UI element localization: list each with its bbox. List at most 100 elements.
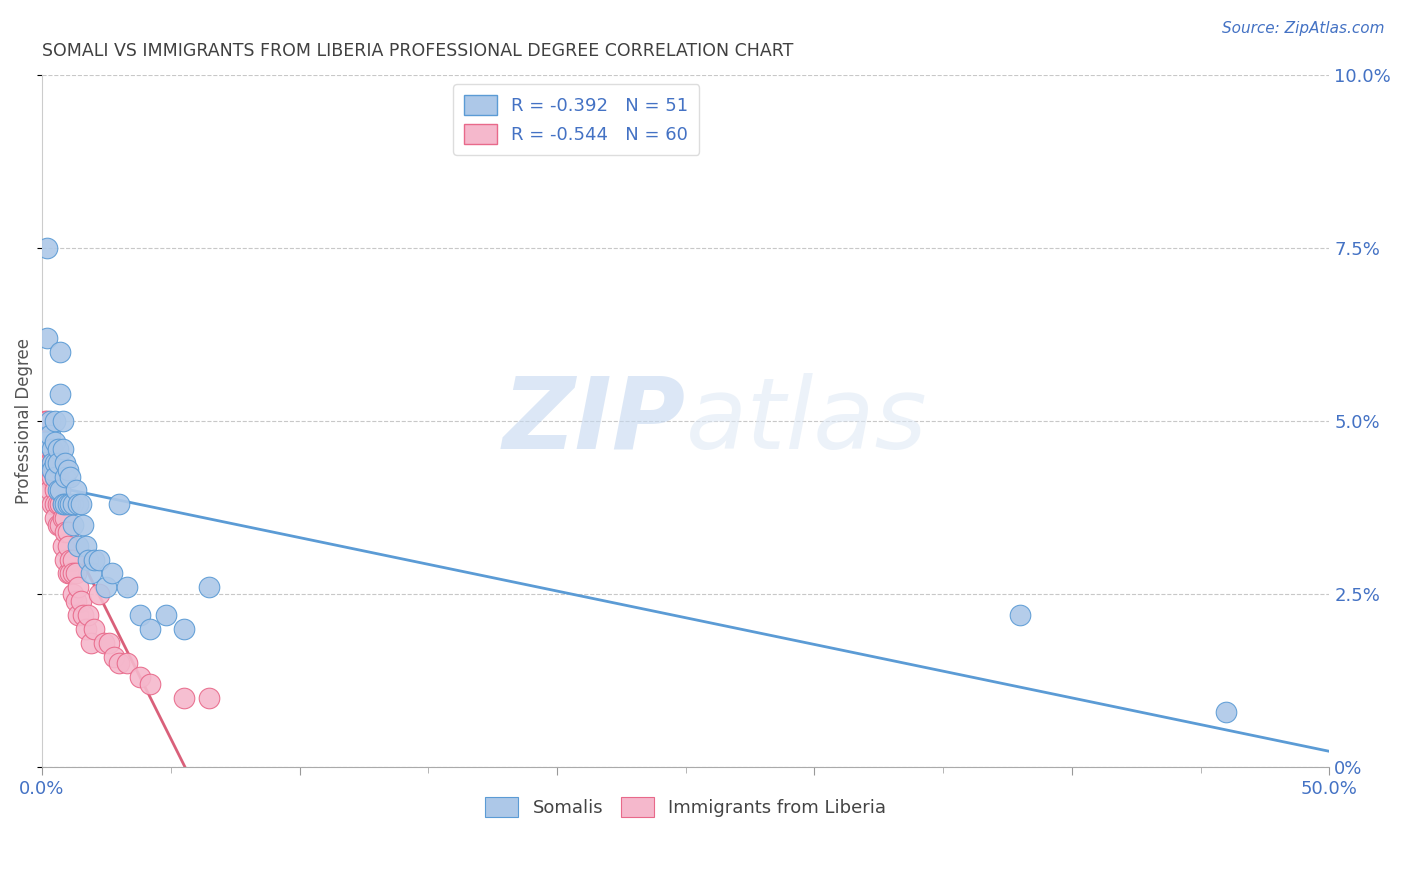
Point <box>173 622 195 636</box>
Point <box>80 566 103 581</box>
Point <box>38 414 60 428</box>
Point <box>41 497 63 511</box>
Point <box>37 456 59 470</box>
Point <box>65 566 87 581</box>
Point <box>44 435 66 450</box>
Point <box>108 497 131 511</box>
Point <box>53 552 76 566</box>
Point <box>34 449 56 463</box>
Point <box>38 428 60 442</box>
Point <box>80 636 103 650</box>
Point <box>62 552 84 566</box>
Point <box>46 469 69 483</box>
Point <box>93 636 115 650</box>
Text: atlas: atlas <box>686 373 928 470</box>
Point <box>67 539 90 553</box>
Point <box>1010 607 1032 622</box>
Point <box>37 442 59 456</box>
Point <box>52 497 75 511</box>
Point <box>52 539 75 553</box>
Point <box>44 456 66 470</box>
Point <box>87 552 110 566</box>
Point <box>53 511 76 525</box>
Point <box>41 442 63 456</box>
Point <box>56 566 79 581</box>
Point <box>56 524 79 539</box>
Point <box>37 241 59 255</box>
Point <box>62 497 84 511</box>
Point <box>65 594 87 608</box>
Point <box>46 483 69 498</box>
Point <box>41 456 63 470</box>
Point <box>38 456 60 470</box>
Point <box>128 607 150 622</box>
Point <box>62 587 84 601</box>
Point <box>52 414 75 428</box>
Point <box>44 456 66 470</box>
Point <box>49 483 72 498</box>
Point <box>46 497 69 511</box>
Point <box>173 691 195 706</box>
Point <box>98 636 121 650</box>
Point <box>198 691 221 706</box>
Point <box>37 414 59 428</box>
Point <box>59 497 82 511</box>
Y-axis label: Professional Degree: Professional Degree <box>15 338 32 504</box>
Point <box>59 552 82 566</box>
Point <box>115 580 138 594</box>
Point <box>59 566 82 581</box>
Point <box>87 587 110 601</box>
Point <box>72 607 94 622</box>
Point <box>56 497 79 511</box>
Point <box>34 435 56 450</box>
Point <box>65 483 87 498</box>
Text: SOMALI VS IMMIGRANTS FROM LIBERIA PROFESSIONAL DEGREE CORRELATION CHART: SOMALI VS IMMIGRANTS FROM LIBERIA PROFES… <box>42 42 793 60</box>
Point <box>53 469 76 483</box>
Point <box>49 345 72 359</box>
Point <box>83 622 105 636</box>
Point <box>44 414 66 428</box>
Legend: Somalis, Immigrants from Liberia: Somalis, Immigrants from Liberia <box>478 789 893 824</box>
Point <box>44 511 66 525</box>
Point <box>38 483 60 498</box>
Point <box>62 566 84 581</box>
Point <box>72 518 94 533</box>
Point <box>41 469 63 483</box>
Point <box>1215 705 1237 719</box>
Point <box>44 469 66 483</box>
Point <box>77 552 100 566</box>
Point <box>198 580 221 594</box>
Point <box>41 442 63 456</box>
Point <box>34 414 56 428</box>
Point <box>46 518 69 533</box>
Point <box>103 649 125 664</box>
Point <box>69 594 91 608</box>
Point <box>41 463 63 477</box>
Point <box>139 677 162 691</box>
Point <box>115 657 138 671</box>
Point <box>128 670 150 684</box>
Point <box>38 469 60 483</box>
Point <box>49 483 72 498</box>
Point <box>37 469 59 483</box>
Point <box>100 566 122 581</box>
Point <box>44 483 66 498</box>
Point <box>69 497 91 511</box>
Point <box>75 539 97 553</box>
Point <box>38 442 60 456</box>
Point <box>53 497 76 511</box>
Point <box>53 524 76 539</box>
Point <box>37 331 59 345</box>
Text: Source: ZipAtlas.com: Source: ZipAtlas.com <box>1222 21 1385 36</box>
Point <box>44 497 66 511</box>
Point <box>155 607 177 622</box>
Point <box>77 607 100 622</box>
Text: ZIP: ZIP <box>503 373 686 470</box>
Point <box>52 442 75 456</box>
Point <box>96 580 118 594</box>
Point <box>49 497 72 511</box>
Point <box>56 463 79 477</box>
Point <box>108 657 131 671</box>
Point <box>41 456 63 470</box>
Point <box>67 607 90 622</box>
